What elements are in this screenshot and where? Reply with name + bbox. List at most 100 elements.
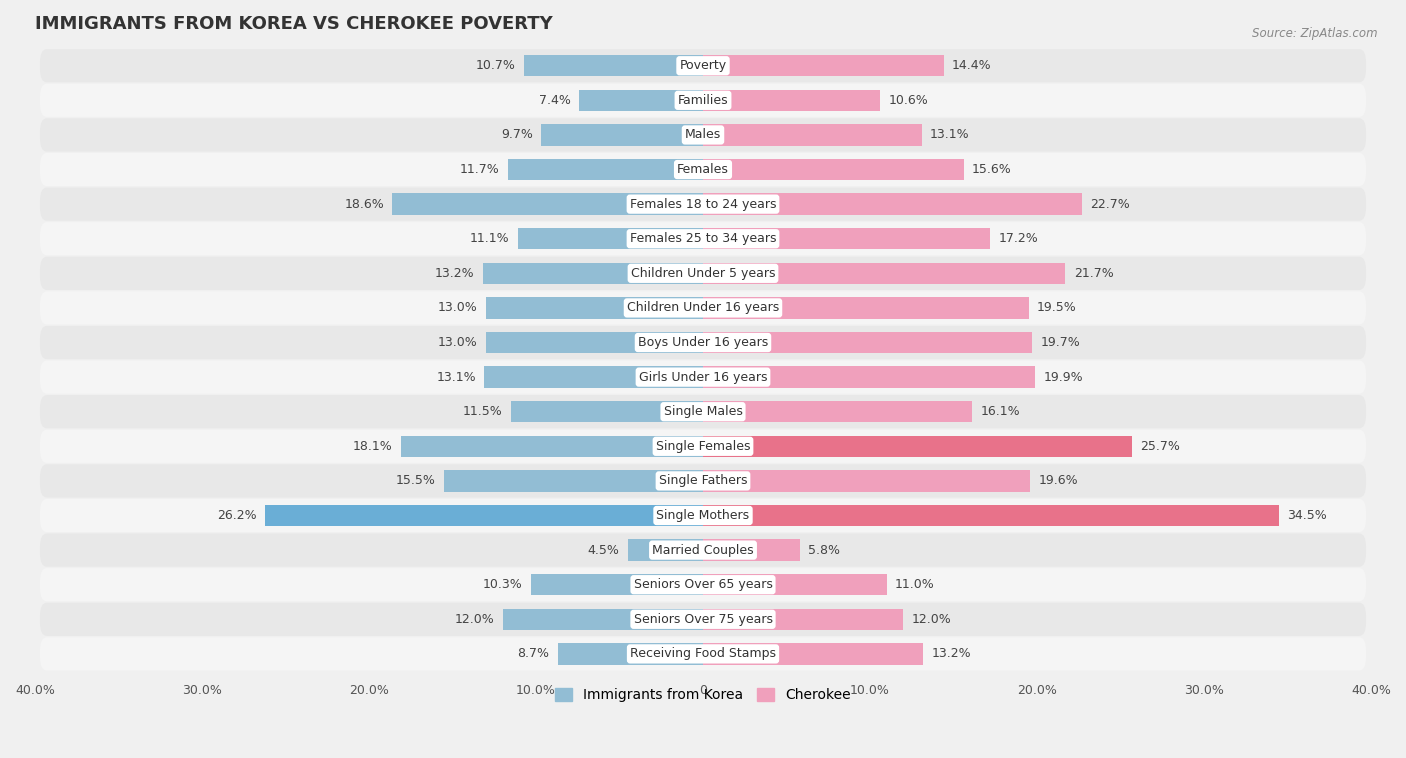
FancyBboxPatch shape xyxy=(39,291,1367,324)
Text: 19.5%: 19.5% xyxy=(1038,302,1077,315)
Bar xyxy=(541,124,703,146)
Bar xyxy=(508,159,703,180)
Bar xyxy=(510,401,703,422)
FancyBboxPatch shape xyxy=(39,395,1367,428)
Bar xyxy=(482,262,703,284)
Text: Females 25 to 34 years: Females 25 to 34 years xyxy=(630,232,776,246)
Text: Single Fathers: Single Fathers xyxy=(659,475,747,487)
Bar xyxy=(703,470,1031,492)
FancyBboxPatch shape xyxy=(39,153,1367,186)
Bar xyxy=(266,505,703,526)
Bar xyxy=(484,366,703,388)
FancyBboxPatch shape xyxy=(39,430,1367,463)
Text: 13.2%: 13.2% xyxy=(932,647,972,660)
Text: 13.1%: 13.1% xyxy=(931,128,970,142)
FancyBboxPatch shape xyxy=(39,465,1367,497)
FancyBboxPatch shape xyxy=(39,83,1367,117)
Text: 12.0%: 12.0% xyxy=(911,612,952,626)
FancyBboxPatch shape xyxy=(39,637,1367,671)
Bar xyxy=(703,644,924,665)
Text: 14.4%: 14.4% xyxy=(952,59,991,72)
Bar xyxy=(703,193,1083,215)
Text: 21.7%: 21.7% xyxy=(1074,267,1114,280)
Bar xyxy=(703,89,880,111)
Bar xyxy=(703,609,904,630)
Bar xyxy=(703,332,1032,353)
FancyBboxPatch shape xyxy=(39,499,1367,532)
Text: 13.0%: 13.0% xyxy=(437,302,478,315)
Bar xyxy=(703,366,1035,388)
Text: 19.6%: 19.6% xyxy=(1039,475,1078,487)
Bar xyxy=(486,332,703,353)
Text: 16.1%: 16.1% xyxy=(980,406,1019,418)
Text: 11.7%: 11.7% xyxy=(460,163,499,176)
Text: Males: Males xyxy=(685,128,721,142)
Bar xyxy=(703,574,887,596)
Text: 11.1%: 11.1% xyxy=(470,232,509,246)
Text: Single Mothers: Single Mothers xyxy=(657,509,749,522)
FancyBboxPatch shape xyxy=(39,361,1367,393)
FancyBboxPatch shape xyxy=(39,222,1367,255)
Text: 18.1%: 18.1% xyxy=(353,440,392,453)
Text: Receiving Food Stamps: Receiving Food Stamps xyxy=(630,647,776,660)
Bar xyxy=(444,470,703,492)
FancyBboxPatch shape xyxy=(39,257,1367,290)
Text: Boys Under 16 years: Boys Under 16 years xyxy=(638,336,768,349)
Bar xyxy=(579,89,703,111)
Text: 12.0%: 12.0% xyxy=(454,612,495,626)
Bar xyxy=(502,609,703,630)
FancyBboxPatch shape xyxy=(39,326,1367,359)
Text: Children Under 5 years: Children Under 5 years xyxy=(631,267,775,280)
Text: 19.7%: 19.7% xyxy=(1040,336,1080,349)
Text: Families: Families xyxy=(678,94,728,107)
Bar xyxy=(703,436,1132,457)
Text: 4.5%: 4.5% xyxy=(588,543,620,556)
Text: 25.7%: 25.7% xyxy=(1140,440,1181,453)
Bar xyxy=(703,124,922,146)
Text: 18.6%: 18.6% xyxy=(344,198,384,211)
Text: Single Females: Single Females xyxy=(655,440,751,453)
Text: 26.2%: 26.2% xyxy=(218,509,257,522)
Text: Poverty: Poverty xyxy=(679,59,727,72)
Bar xyxy=(531,574,703,596)
Text: 11.0%: 11.0% xyxy=(896,578,935,591)
Text: 17.2%: 17.2% xyxy=(998,232,1039,246)
Bar xyxy=(486,297,703,318)
FancyBboxPatch shape xyxy=(39,568,1367,601)
Text: Children Under 16 years: Children Under 16 years xyxy=(627,302,779,315)
Bar xyxy=(703,262,1066,284)
Text: Females 18 to 24 years: Females 18 to 24 years xyxy=(630,198,776,211)
FancyBboxPatch shape xyxy=(39,534,1367,567)
Text: 13.2%: 13.2% xyxy=(434,267,474,280)
Text: 7.4%: 7.4% xyxy=(538,94,571,107)
Text: Married Couples: Married Couples xyxy=(652,543,754,556)
Bar xyxy=(703,159,963,180)
Bar xyxy=(517,228,703,249)
Text: 5.8%: 5.8% xyxy=(808,543,841,556)
Bar xyxy=(703,540,800,561)
Text: 8.7%: 8.7% xyxy=(517,647,550,660)
Text: IMMIGRANTS FROM KOREA VS CHEROKEE POVERTY: IMMIGRANTS FROM KOREA VS CHEROKEE POVERT… xyxy=(35,15,553,33)
Text: 10.7%: 10.7% xyxy=(477,59,516,72)
Text: Seniors Over 65 years: Seniors Over 65 years xyxy=(634,578,772,591)
Bar xyxy=(392,193,703,215)
Text: Source: ZipAtlas.com: Source: ZipAtlas.com xyxy=(1253,27,1378,39)
Text: 34.5%: 34.5% xyxy=(1288,509,1327,522)
Text: 13.0%: 13.0% xyxy=(437,336,478,349)
Text: Females: Females xyxy=(678,163,728,176)
Text: 22.7%: 22.7% xyxy=(1091,198,1130,211)
Text: 15.6%: 15.6% xyxy=(972,163,1012,176)
Text: 9.7%: 9.7% xyxy=(501,128,533,142)
FancyBboxPatch shape xyxy=(39,49,1367,83)
Text: 10.6%: 10.6% xyxy=(889,94,928,107)
Text: 15.5%: 15.5% xyxy=(396,475,436,487)
Bar xyxy=(558,644,703,665)
Bar xyxy=(703,55,943,77)
Text: Girls Under 16 years: Girls Under 16 years xyxy=(638,371,768,384)
Legend: Immigrants from Korea, Cherokee: Immigrants from Korea, Cherokee xyxy=(550,683,856,708)
FancyBboxPatch shape xyxy=(39,603,1367,636)
Bar xyxy=(628,540,703,561)
Text: Seniors Over 75 years: Seniors Over 75 years xyxy=(634,612,772,626)
Bar xyxy=(524,55,703,77)
Bar xyxy=(401,436,703,457)
